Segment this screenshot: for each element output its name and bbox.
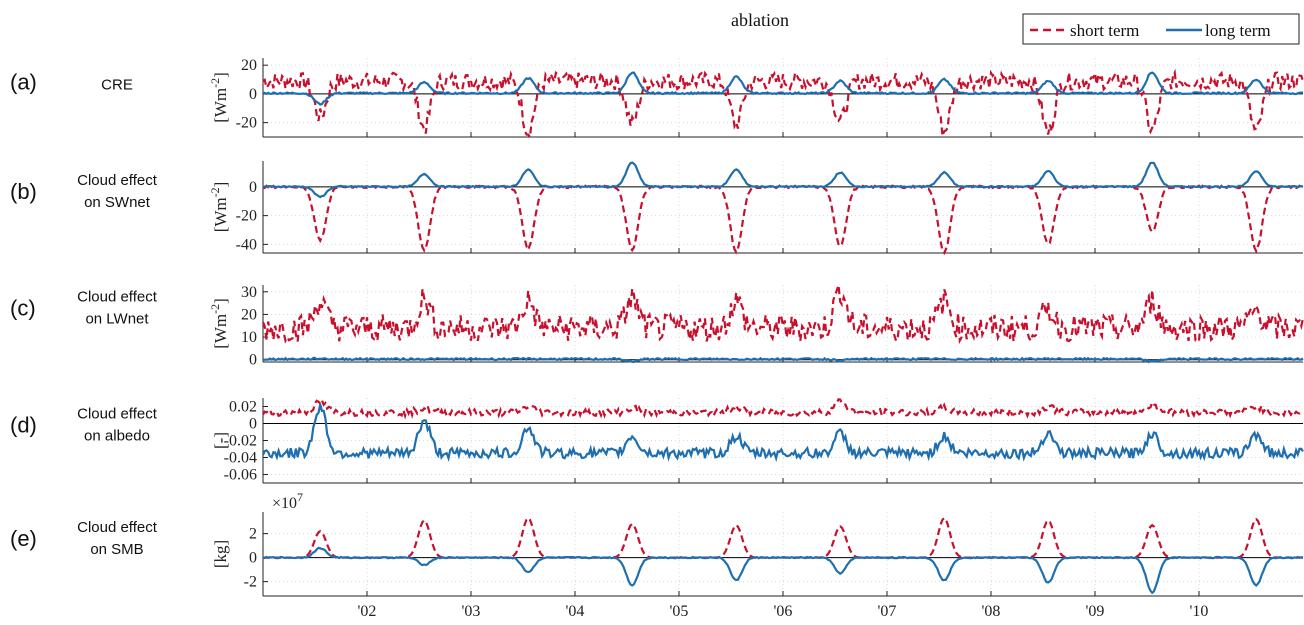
panel-description: on SMB — [90, 541, 143, 558]
panel-description: CRE — [101, 77, 133, 94]
panel-c: 30 20 10 0 [Wm-2] (c) Cloud effect on LWnet — [10, 284, 1304, 369]
panel-description: on SWnet — [84, 194, 151, 211]
x-tick-label: '09 — [1086, 603, 1105, 620]
y-tick-label: 0.02 — [229, 399, 257, 416]
series-short-term-line — [262, 184, 1303, 256]
y-tick-label: -2 — [244, 574, 257, 591]
y-tick-label: 0 — [249, 416, 257, 433]
panel-description: Cloud effect — [77, 519, 158, 536]
y-tick-label: -20 — [236, 208, 257, 225]
x-tick-label: '03 — [462, 603, 481, 620]
y-tick-label: -0.04 — [224, 450, 257, 467]
y-tick-label: 20 — [241, 57, 257, 74]
y-tick-label: 0 — [249, 352, 257, 369]
multiplier-label: ×107 — [272, 490, 303, 512]
panel-letter: (a) — [10, 70, 37, 95]
panel-description: Cloud effect — [77, 172, 158, 189]
legend: short term long term — [1022, 13, 1300, 45]
series-long-term-line — [262, 161, 1304, 199]
x-tick-label: '02 — [358, 603, 377, 620]
figure-title: ablation — [731, 10, 789, 30]
y-tick-label: 2 — [249, 526, 257, 543]
x-tick-label: '05 — [670, 603, 689, 620]
legend-box — [1022, 13, 1300, 45]
series-short-term-line — [263, 516, 1303, 559]
y-axis-label: [kg] — [211, 540, 230, 568]
series-long-term-line — [262, 546, 1304, 595]
panel-letter: (d) — [10, 413, 37, 438]
y-tick-label: -0.06 — [224, 467, 257, 484]
series-short-term-line — [261, 284, 1304, 345]
series-long-term-line — [261, 404, 1304, 463]
y-axis-label: [Wm-2] — [208, 182, 230, 233]
y-tick-label: -20 — [236, 115, 257, 132]
panel-description: Cloud effect — [77, 406, 158, 423]
panel-letter: (e) — [10, 526, 37, 551]
y-tick-label: 20 — [241, 306, 257, 323]
legend-long-term-label: long term — [1205, 21, 1271, 40]
panel-d: 0.020-0.02-0.04-0.06 [-] (d) Cloud effect on… — [10, 397, 1304, 484]
series-long-term-line — [262, 71, 1304, 106]
x-tick-label: '10 — [1190, 603, 1209, 620]
panel-e: 2 0 -2 [kg] (e) Cloud effect on SMB — [10, 512, 1304, 597]
x-tick-label: '06 — [774, 603, 793, 620]
y-tick-label: 10 — [241, 329, 257, 346]
panel-a: 20 0 -20 [Wm-2] (a) CRE — [10, 57, 1304, 140]
y-axis-label: [-] — [211, 432, 230, 449]
y-axis-label: [Wm-2] — [208, 298, 230, 349]
y-tick-label: 0 — [249, 179, 257, 196]
panel-description: on LWnet — [85, 311, 149, 328]
y-tick-label: -0.02 — [224, 433, 257, 450]
y-tick-label: 0 — [249, 550, 257, 567]
x-tick-label: '04 — [566, 603, 585, 620]
x-tick-label: '08 — [982, 603, 1001, 620]
y-axis-label: [Wm-2] — [208, 72, 230, 123]
y-tick-label: 30 — [241, 284, 257, 301]
panel-description: Cloud effect — [77, 289, 158, 306]
x-tick-label: '07 — [878, 603, 897, 620]
y-tick-label: -40 — [236, 236, 257, 253]
panel-letter: (b) — [10, 179, 37, 204]
y-tick-label: 0 — [249, 86, 257, 103]
panel-letter: (c) — [10, 296, 36, 321]
series-long-term-line — [262, 356, 1304, 364]
legend-short-term-label: short term — [1070, 21, 1139, 40]
panel-description: on albedo — [84, 428, 150, 445]
panel-b: 0 -20 -40 [Wm-2] (b) Cloud effect on SWnet — [10, 161, 1304, 256]
series-short-term-line — [262, 397, 1304, 420]
